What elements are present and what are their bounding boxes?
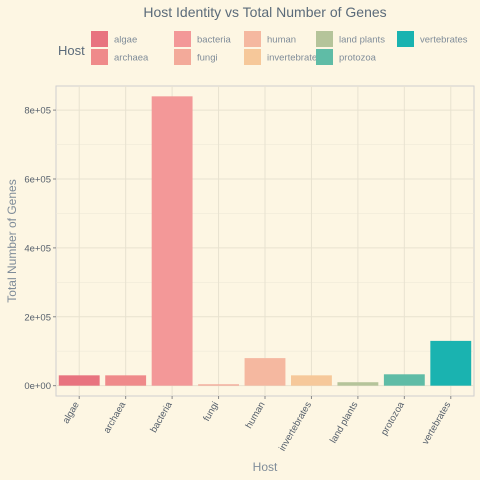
legend-label: protozoa xyxy=(339,53,377,64)
grid xyxy=(56,86,474,396)
x-tick-label: algae xyxy=(61,400,82,426)
bar-fungi xyxy=(198,384,239,386)
legend-title: Host xyxy=(58,43,85,58)
x-tick-label: bacteria xyxy=(148,399,175,434)
legend-label: invertebrates xyxy=(267,53,322,64)
y-tick-label: 2e+05 xyxy=(24,312,51,323)
legend-swatch xyxy=(174,31,191,47)
y-tick-label: 6e+05 xyxy=(24,175,51,186)
chart-title: Host Identity vs Total Number of Genes xyxy=(143,4,386,20)
bars xyxy=(58,96,472,386)
legend-label: vertebrates xyxy=(420,35,468,46)
legend-label: human xyxy=(267,35,296,46)
legend-swatch xyxy=(397,31,414,47)
legend-swatch xyxy=(91,31,108,47)
legend-swatch xyxy=(174,49,191,65)
legend-swatch xyxy=(316,49,333,65)
bar-vertebrates xyxy=(430,340,472,386)
y-tick-label: 0e+00 xyxy=(24,381,51,392)
bar-algae xyxy=(58,375,100,386)
legend-swatch xyxy=(244,49,261,65)
bar-bacteria xyxy=(151,96,193,386)
y-axis-title: Total Number of Genes xyxy=(5,179,19,302)
bar-archaea xyxy=(105,375,147,386)
x-axis: algae archaea bacteria fungi human invertebra… xyxy=(61,396,453,453)
x-tick-label: human xyxy=(244,400,268,431)
x-tick-label: fungi xyxy=(201,400,221,423)
x-axis-title: Host xyxy=(253,460,278,474)
legend-swatch xyxy=(91,49,108,65)
legend-label: land plants xyxy=(339,35,385,46)
x-tick-label: protozoa xyxy=(379,399,407,437)
legend-label: archaea xyxy=(114,53,149,64)
x-tick-label: vertebrates xyxy=(420,400,453,447)
x-tick-label: invertebrates xyxy=(277,400,314,453)
bar-human xyxy=(244,358,286,386)
y-tick-label: 4e+05 xyxy=(24,243,51,254)
x-tick-label: land plants xyxy=(328,400,361,446)
x-tick-label: archaea xyxy=(102,399,129,435)
y-axis: 0e+00 2e+05 4e+05 6e+05 8e+05 xyxy=(24,106,56,392)
legend-label: fungi xyxy=(197,53,218,64)
legend-label: bacteria xyxy=(197,35,232,46)
y-tick-label: 8e+05 xyxy=(24,106,51,117)
legend-swatch xyxy=(316,31,333,47)
bar-land-plants xyxy=(337,382,379,386)
legend: algae archaea bacteria fungi human invertebra… xyxy=(91,31,468,65)
legend-label: algae xyxy=(114,35,137,46)
legend-swatch xyxy=(244,31,261,47)
bar-protozoa xyxy=(383,374,425,386)
bar-invertebrates xyxy=(291,375,332,386)
